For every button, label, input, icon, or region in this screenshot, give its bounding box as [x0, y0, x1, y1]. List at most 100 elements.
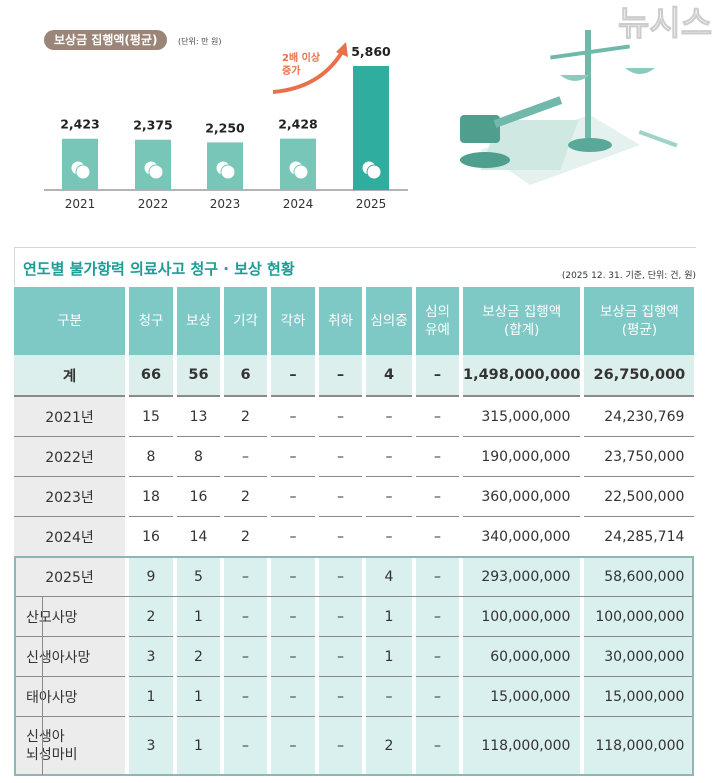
table-row: 2024년 16 14 2– – – –340,000,000 24,285,714 [14, 517, 695, 557]
cell: – [366, 677, 412, 717]
cell: 15 [129, 397, 173, 437]
coin-icon [288, 160, 309, 180]
cell: – [224, 437, 267, 477]
cell: 14 [177, 517, 220, 557]
cell: – [416, 597, 459, 637]
cell: – [319, 717, 362, 776]
column-header: 구분 [14, 287, 125, 355]
cell: – [271, 557, 315, 597]
table-row: 산모사망 2 1– – –1–100,000,000 100,000,000 [14, 597, 695, 637]
tick-label: 2022 [138, 197, 169, 211]
row-label: 2023년 [14, 477, 125, 517]
cell: – [416, 717, 459, 776]
cell: 8 [177, 437, 220, 477]
row-label: 2025년 [14, 557, 125, 597]
cell: 13 [177, 397, 220, 437]
header-line: 보상금 집행액 [600, 304, 679, 320]
cell: 315,000,000 [463, 397, 581, 437]
table-row: 2022년 8 8– – – – –190,000,000 23,750,000 [14, 437, 695, 477]
table-row: 2025년 9 5– – –4–293,000,000 58,600,000 [14, 557, 695, 597]
cell: – [271, 397, 315, 437]
cell: – [319, 517, 362, 557]
justice-scale-gavel-illustration [460, 30, 678, 185]
cell: 293,000,000 [463, 557, 581, 597]
watermark: 뉴시스 [618, 4, 713, 45]
row-label: 신생아사망 [14, 637, 125, 677]
cell: 340,000,000 [463, 517, 581, 557]
cell: 100,000,000 [463, 597, 581, 637]
table-title-bar: 연도별 불가항력 의료사고 청구 · 보상 현황 (2025 12. 31. 기… [14, 247, 696, 286]
column-header: 보상금 집행액 (합계) [463, 287, 581, 355]
cell: 1,498,000,000 [463, 355, 581, 397]
cell: – [416, 437, 459, 477]
cell: – [416, 355, 459, 397]
cell: – [366, 477, 412, 517]
annotation-line: 증가 [282, 66, 301, 77]
column-header: 보상 [177, 287, 220, 355]
cell: – [271, 437, 315, 477]
column-header: 취하 [319, 287, 362, 355]
row-label: 2021년 [14, 397, 125, 437]
cell: 118,000,000 [463, 717, 581, 776]
cell: 23,750,000 [584, 437, 695, 477]
value-label: 2,428 [278, 117, 318, 132]
cell: – [366, 517, 412, 557]
row-label: 2024년 [14, 517, 125, 557]
tick-label: 2023 [210, 197, 241, 211]
chart-unit: (단위: 만 원) [178, 37, 222, 46]
cell: 18 [129, 477, 173, 517]
column-header: 기각 [224, 287, 267, 355]
header-line: 기각 [233, 313, 258, 329]
table-row: 신생아 뇌성마비 3 1– – –2–118,000,000 118,000,000 [14, 717, 695, 776]
column-header: 보상금 집행액 (평균) [584, 287, 695, 355]
row-label: 계 [14, 355, 125, 397]
cell: 60,000,000 [463, 637, 581, 677]
cell: – [416, 477, 459, 517]
header-line: 보상 [186, 313, 211, 329]
cell: 190,000,000 [463, 437, 581, 477]
cell: 1 [177, 677, 220, 717]
cell: 2 [224, 517, 267, 557]
header-line: 각하 [280, 313, 306, 329]
increase-arrow [272, 50, 344, 94]
cell: 1 [129, 677, 173, 717]
cell: 2 [224, 477, 267, 517]
cell: – [416, 517, 459, 557]
cell: – [271, 597, 315, 637]
header-line: (평균) [621, 322, 658, 338]
tick-label: 2024 [283, 197, 314, 211]
cell: – [319, 677, 362, 717]
cell: 26,750,000 [584, 355, 695, 397]
row-label: 태아사망 [14, 677, 125, 717]
annotation-line: 2배 이상 [282, 53, 321, 64]
cell: 2 [224, 397, 267, 437]
cell: 1 [177, 597, 220, 637]
cell: 9 [129, 557, 173, 597]
row-label: 산모사망 [14, 597, 125, 637]
bar-chart: 2,423 2021 2,375 2022 2,250 2023 2,428 2024 5,86… [44, 42, 408, 211]
cell: 360,000,000 [463, 477, 581, 517]
cell: 15,000,000 [463, 677, 581, 717]
header-line: 청구 [138, 313, 164, 329]
value-label: 2,375 [133, 118, 173, 133]
cell: 30,000,000 [584, 637, 695, 677]
chart-annotation: 2배 이상 증가 [282, 52, 320, 78]
cell: – [319, 597, 362, 637]
cell: – [224, 597, 267, 637]
cell: 100,000,000 [584, 597, 695, 637]
cell: – [366, 397, 412, 437]
table-row: 태아사망 1 1– – – – –15,000,000 15,000,000 [14, 677, 695, 717]
cell: – [271, 477, 315, 517]
cell: – [319, 355, 362, 397]
tick-label: 2025 [356, 197, 387, 211]
header-line: 보상금 집행액 [482, 304, 562, 320]
cell: 58,600,000 [584, 557, 695, 597]
cell: 15,000,000 [584, 677, 695, 717]
cell: 5 [177, 557, 220, 597]
cell: – [271, 717, 315, 776]
column-header: 심의중 [366, 287, 412, 355]
column-header: 심의 유예 [416, 287, 459, 355]
claims-table: 구분 청구 보상 기각 각하 취하 심의중 심의 유예 보상금 집행액 (합계) 보상금 집행액 (평균… [10, 287, 698, 776]
cell: – [224, 677, 267, 717]
